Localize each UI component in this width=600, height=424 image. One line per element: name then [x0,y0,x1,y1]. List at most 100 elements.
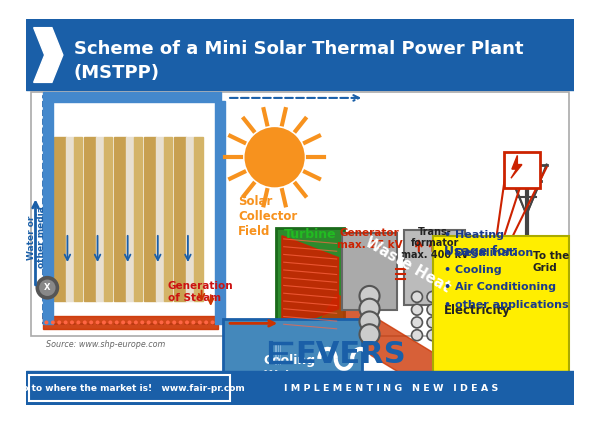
Text: Source: www.shp-europe.com: Source: www.shp-europe.com [46,340,166,349]
Polygon shape [34,28,63,82]
Text: Scheme of a Mini Solar Thermal Power Plant: Scheme of a Mini Solar Thermal Power Pla… [74,39,523,58]
Text: • Heating: • Heating [445,230,505,240]
Circle shape [134,321,138,324]
Circle shape [211,321,215,324]
Circle shape [427,317,438,328]
Circle shape [109,321,112,324]
Circle shape [359,312,380,332]
Circle shape [244,127,305,187]
Circle shape [443,291,454,302]
Text: Electricity: Electricity [445,304,511,317]
Bar [126,137,134,301]
Bar [96,137,104,301]
Circle shape [412,317,422,328]
Bar [31,92,569,336]
Circle shape [89,321,93,324]
Circle shape [83,321,87,324]
Circle shape [443,330,454,341]
Circle shape [121,321,125,324]
Circle shape [427,291,438,302]
Bar [156,137,164,301]
FancyBboxPatch shape [223,319,362,379]
Circle shape [359,324,380,344]
Circle shape [443,304,454,315]
Text: • other applications: • other applications [445,300,569,310]
Circle shape [427,304,438,315]
Bar [144,137,156,301]
Circle shape [443,317,454,328]
Circle shape [172,321,176,324]
Circle shape [140,321,144,324]
Circle shape [35,276,59,300]
Bar [186,137,194,301]
FancyBboxPatch shape [404,230,466,305]
Circle shape [70,321,74,324]
Text: Waste Heat: Waste Heat [362,234,453,296]
Text: Generator
max. 27 kV: Generator max. 27 kV [337,229,403,250]
Bar [43,316,218,329]
Bar [54,137,65,301]
Text: • Cooling: • Cooling [445,265,502,275]
Circle shape [115,321,119,324]
Text: I M P L E M E N T I N G   N E W   I D E A S: I M P L E M E N T I N G N E W I D E A S [284,384,499,393]
Bar [164,137,172,301]
Bar [174,137,186,301]
Bar [43,100,53,324]
FancyBboxPatch shape [503,152,540,188]
FancyBboxPatch shape [342,233,397,310]
FancyBboxPatch shape [43,96,218,324]
Bar [74,137,82,301]
Circle shape [412,304,422,315]
Text: Solar
Collector
Field: Solar Collector Field [238,195,298,238]
Bar [114,137,126,301]
Circle shape [160,321,163,324]
Text: (MSTPP): (MSTPP) [74,64,160,82]
FancyBboxPatch shape [433,236,569,384]
Circle shape [153,321,157,324]
Text: Generation
of Steam: Generation of Steam [168,282,233,303]
Text: X: X [44,283,50,292]
Text: Go to where the market is!   www.fair-pr.com: Go to where the market is! www.fair-pr.c… [14,384,244,393]
Bar [215,100,226,324]
Circle shape [44,321,49,324]
Circle shape [102,321,106,324]
Text: Turbine: Turbine [284,229,337,241]
FancyArrow shape [319,294,455,397]
Circle shape [359,298,380,319]
Circle shape [359,286,380,306]
Text: Water or
other media: Water or other media [27,206,46,268]
Circle shape [427,330,438,341]
Text: Usage for:: Usage for: [445,245,517,258]
Circle shape [179,321,182,324]
Circle shape [412,330,422,341]
Circle shape [39,279,56,296]
Circle shape [95,321,100,324]
Text: EVERS: EVERS [296,340,406,369]
Text: Cooling
Water: Cooling Water [263,354,316,382]
Bar [104,137,112,301]
Circle shape [166,321,170,324]
Circle shape [185,321,189,324]
Bar [84,137,96,301]
FancyBboxPatch shape [29,375,230,401]
Text: To the
Grid: To the Grid [533,251,569,273]
Circle shape [76,321,80,324]
Bar [26,19,574,90]
Bar [65,137,74,301]
Circle shape [412,291,422,302]
Text: • Air Conditioning: • Air Conditioning [445,282,556,292]
Bar [194,137,203,301]
Polygon shape [511,156,522,178]
Circle shape [198,321,202,324]
Circle shape [191,321,196,324]
Text: • Desalination: • Desalination [445,248,533,258]
Circle shape [127,321,131,324]
Text: Trans-
formator
max. 400 kV: Trans- formator max. 400 kV [401,226,469,260]
Bar [26,371,574,405]
Bar [43,92,221,103]
Circle shape [64,321,68,324]
Bar [134,137,142,301]
Circle shape [51,321,55,324]
FancyBboxPatch shape [277,228,344,337]
Circle shape [204,321,208,324]
